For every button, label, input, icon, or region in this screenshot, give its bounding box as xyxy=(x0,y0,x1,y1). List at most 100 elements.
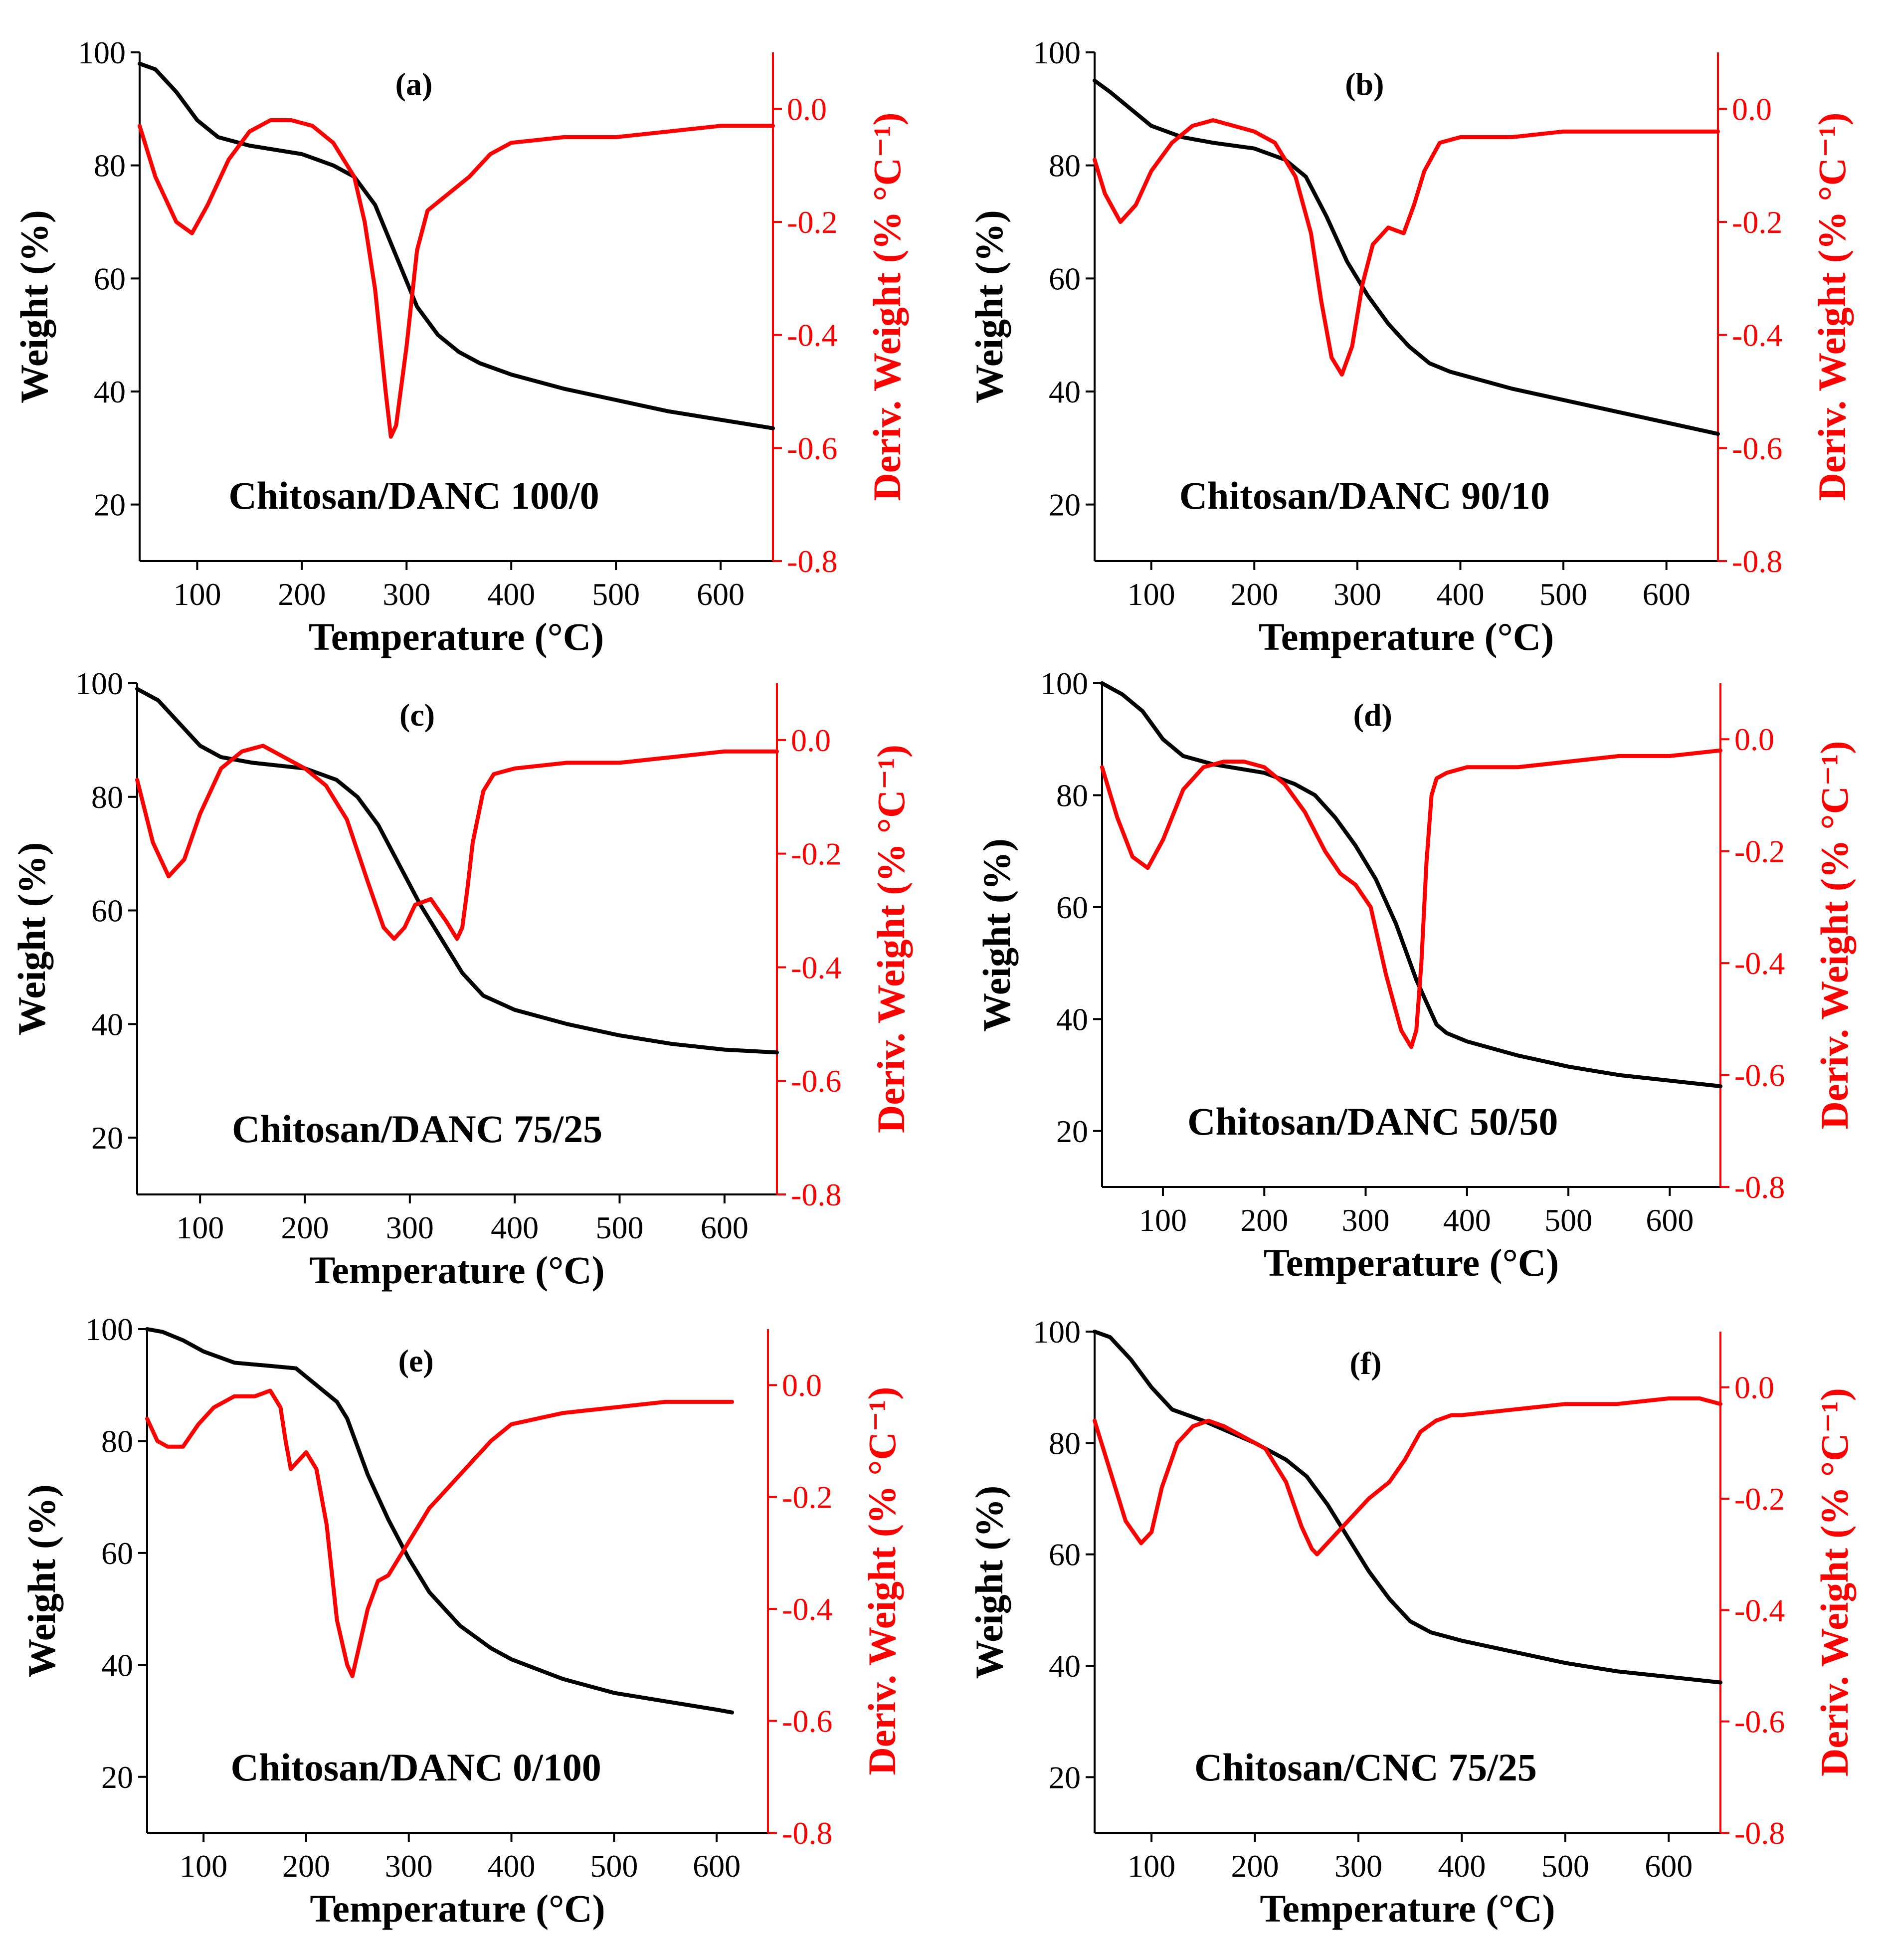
y2-tick-label: -0.6 xyxy=(787,430,837,466)
y-axis-title: Weight (%) xyxy=(20,1484,63,1678)
weight-line xyxy=(1093,78,1720,436)
weight-line xyxy=(138,61,775,430)
y2-tick-label: 0.0 xyxy=(787,91,827,127)
x-tick-label: 300 xyxy=(1333,577,1381,612)
y-tick-label: 60 xyxy=(1049,261,1081,296)
y2-tick-label: -0.2 xyxy=(787,204,837,240)
x-tick-label: 500 xyxy=(596,1210,644,1245)
x-tick-label: 400 xyxy=(1436,577,1484,612)
deriv-weight-line xyxy=(1100,748,1722,1049)
x-tick-label: 100 xyxy=(1128,577,1175,612)
y2-axis-title: Deriv. Weight (% °C⁻¹) xyxy=(1810,113,1854,501)
x-tick-label: 600 xyxy=(1645,1848,1693,1884)
y-tick-label: 40 xyxy=(1056,1001,1088,1037)
y-tick-label: 100 xyxy=(75,666,123,701)
y2-tick-label: 0.0 xyxy=(782,1368,822,1403)
panel-tag: (b) xyxy=(1345,66,1384,102)
x-tick-label: 200 xyxy=(281,1210,329,1245)
x-tick-label: 100 xyxy=(1139,1202,1187,1238)
y-tick-label: 60 xyxy=(1049,1537,1081,1572)
y-tick-label: 40 xyxy=(1049,1648,1081,1684)
y2-tick-label: -0.4 xyxy=(791,950,841,985)
sample-label: Chitosan/DANC 75/25 xyxy=(232,1107,602,1151)
weight-line xyxy=(135,687,779,1055)
y2-tick-label: 0.0 xyxy=(1732,91,1772,127)
panel-tag: (a) xyxy=(395,66,433,102)
y2-tick-label: -0.2 xyxy=(791,836,841,872)
x-tick-label: 400 xyxy=(1438,1848,1486,1884)
y2-tick-label: -0.2 xyxy=(1732,204,1782,240)
x-tick-label: 100 xyxy=(1128,1848,1175,1884)
y-tick-label: 20 xyxy=(91,1120,123,1156)
y-tick-label: 20 xyxy=(1049,1760,1081,1795)
panel-b: 100 200 300 400 500 600 20 40 60 80 100 0.0 -0.2 -0.4… xyxy=(967,35,1854,658)
weight-line xyxy=(1100,681,1722,1088)
y2-tick-label: -0.8 xyxy=(1732,544,1782,579)
y2-tick-label: -0.4 xyxy=(1734,946,1785,981)
panel-e: 100 200 300 400 500 600 20 40 60 80 100 0.0 -0.2 -0.4… xyxy=(20,1312,904,1930)
y-tick-label: 100 xyxy=(78,35,126,70)
x-tick-label: 100 xyxy=(180,1848,227,1884)
panel-d: 100 200 300 400 500 600 20 40 60 80 100 0.0 -0.2 -0.4… xyxy=(975,666,1856,1284)
x-tick-label: 500 xyxy=(1539,577,1587,612)
sample-label: Chitosan/DANC 50/50 xyxy=(1187,1100,1558,1143)
x-tick-label: 600 xyxy=(693,1848,741,1884)
y2-axis-title: Deriv. Weight (% °C⁻¹) xyxy=(1813,741,1856,1130)
x-tick-label: 100 xyxy=(173,577,221,612)
y-tick-label: 20 xyxy=(1049,487,1081,523)
y2-tick-label: -0.8 xyxy=(787,544,837,579)
panel-a: 100 200 300 400 500 600 20 40 60 80 100 0.0 -0.2 -0.4… xyxy=(12,35,909,658)
y2-tick-label: -0.8 xyxy=(1734,1815,1785,1851)
x-tick-label: 400 xyxy=(491,1210,539,1245)
x-tick-label: 400 xyxy=(488,1848,536,1884)
weight-line xyxy=(145,1327,734,1715)
y2-axis-title: Deriv. Weight (% °C⁻¹) xyxy=(869,745,913,1133)
y2-tick-label: -0.8 xyxy=(1734,1170,1785,1205)
panel-c: 100 200 300 400 500 600 20 40 60 80 100 0.0 -0.2 -0.4… xyxy=(10,666,913,1292)
panel-f: 100 200 300 400 500 600 20 40 60 80 100 0.0 -0.2 -0.4… xyxy=(967,1314,1856,1930)
y-axis-title: Weight (%) xyxy=(975,838,1018,1032)
x-axis-title: Temperature (°C) xyxy=(1264,1241,1559,1284)
deriv-weight-line xyxy=(1093,1396,1722,1557)
x-tick-label: 600 xyxy=(701,1210,749,1245)
y2-tick-label: 0.0 xyxy=(1734,722,1774,757)
y-tick-label: 40 xyxy=(1049,374,1081,409)
y2-tick-label: -0.4 xyxy=(787,318,837,353)
x-axis-title: Temperature (°C) xyxy=(309,1248,604,1292)
x-axis-title: Temperature (°C) xyxy=(1260,1887,1555,1930)
y-tick-label: 60 xyxy=(101,1536,133,1571)
y-tick-label: 40 xyxy=(94,374,126,409)
x-tick-label: 300 xyxy=(1342,1202,1390,1238)
x-tick-label: 200 xyxy=(282,1848,330,1884)
y-tick-label: 20 xyxy=(101,1760,133,1795)
x-tick-label: 300 xyxy=(385,1848,433,1884)
y-tick-label: 80 xyxy=(94,148,126,184)
y2-tick-label: 0.0 xyxy=(791,723,831,758)
x-tick-label: 400 xyxy=(1443,1202,1491,1238)
y2-axis-title: Deriv. Weight (% °C⁻¹) xyxy=(1813,1388,1856,1776)
y2-axis-title: Deriv. Weight (% °C⁻¹) xyxy=(860,1387,904,1775)
sample-label: Chitosan/DANC 90/10 xyxy=(1179,474,1550,517)
y-tick-label: 20 xyxy=(94,487,126,523)
x-tick-label: 500 xyxy=(1544,1202,1592,1238)
y2-tick-label: -0.6 xyxy=(782,1704,832,1739)
y-tick-label: 80 xyxy=(101,1423,133,1459)
x-tick-label: 300 xyxy=(382,577,430,612)
y-tick-label: 100 xyxy=(1033,35,1081,70)
y-tick-label: 40 xyxy=(101,1647,133,1683)
y-axis-title: Weight (%) xyxy=(12,210,56,403)
y-axis-title: Weight (%) xyxy=(967,210,1011,403)
x-axis-title: Temperature (°C) xyxy=(310,1887,605,1930)
y2-tick-label: -0.8 xyxy=(782,1815,832,1851)
panel-tag: (f) xyxy=(1350,1346,1382,1381)
y-tick-label: 60 xyxy=(1056,890,1088,925)
y-tick-label: 60 xyxy=(91,893,123,929)
x-tick-label: 100 xyxy=(176,1210,224,1245)
x-tick-label: 200 xyxy=(1231,1848,1279,1884)
y-tick-label: 80 xyxy=(1049,148,1081,184)
x-axis-title: Temperature (°C) xyxy=(1259,615,1554,658)
y2-axis-title: Deriv. Weight (% °C⁻¹) xyxy=(865,113,909,501)
x-tick-label: 500 xyxy=(1541,1848,1589,1884)
weight-line xyxy=(1093,1330,1722,1685)
y-axis-title: Weight (%) xyxy=(967,1486,1011,1679)
